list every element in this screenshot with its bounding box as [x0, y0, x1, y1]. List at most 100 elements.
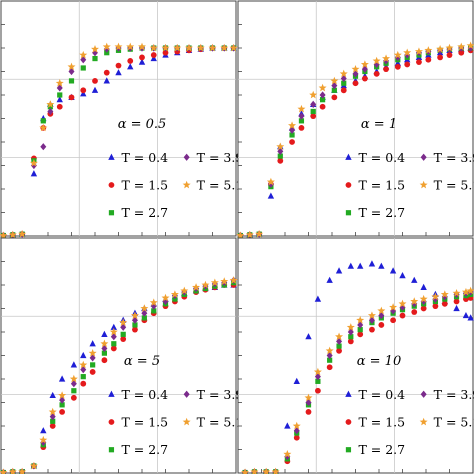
data-point-star: [318, 83, 327, 92]
data-point-star: [452, 289, 461, 297]
data-point-star: [356, 316, 365, 324]
data-point-star: [466, 286, 474, 295]
data-point-diamond: [47, 107, 54, 116]
data-point-star: [180, 286, 189, 295]
data-point-star: [119, 318, 128, 326]
data-point-triangle: [70, 361, 78, 368]
data-point-diamond: [319, 91, 326, 99]
data-point-diamond: [394, 53, 401, 61]
data-point-diamond: [432, 295, 439, 303]
data-point-star: [208, 43, 217, 52]
legend-marker-star: [419, 180, 428, 189]
data-point-star: [39, 123, 48, 132]
data-point-triangle: [399, 272, 406, 279]
data-point-diamond: [162, 297, 169, 306]
data-point-triangle: [284, 422, 291, 429]
data-point-circle: [305, 409, 312, 415]
data-point-star: [48, 407, 57, 416]
data-point-diamond: [305, 398, 312, 407]
data-point-star: [372, 56, 381, 65]
data-point-triangle: [394, 59, 401, 66]
data-point-diamond: [390, 307, 397, 315]
data-point-star: [69, 374, 78, 383]
data-point-star: [88, 348, 97, 357]
data-point-triangle: [389, 267, 397, 274]
data-point-star: [220, 43, 229, 52]
data-point-star: [46, 100, 55, 108]
data-point-circle: [68, 94, 75, 101]
data-point-square: [298, 118, 305, 124]
legend-label: T = 3.9: [434, 150, 474, 165]
data-point-triangle: [347, 262, 354, 269]
data-point-star: [313, 367, 322, 376]
data-point-diamond: [110, 333, 117, 341]
data-point-circle: [336, 347, 342, 354]
data-point-diamond: [361, 65, 368, 73]
data-point-star: [382, 54, 391, 62]
data-point-triangle: [368, 260, 376, 267]
data-point-diamond: [340, 74, 347, 83]
legend-label: T = 2.7: [121, 442, 168, 457]
data-point-star: [229, 43, 238, 52]
data-point-star: [79, 50, 88, 59]
data-point-star: [149, 43, 158, 52]
data-point-diamond: [80, 56, 87, 64]
data-point-diamond: [310, 100, 317, 108]
data-point-circle: [432, 303, 439, 310]
data-point-star: [126, 42, 135, 51]
data-point-triangle: [138, 58, 146, 65]
data-point-star: [377, 306, 386, 315]
data-point-star: [330, 76, 339, 85]
data-point-circle: [362, 75, 368, 82]
data-point-circle: [446, 52, 453, 58]
data-point-star: [192, 283, 201, 291]
data-point-circle: [293, 434, 300, 441]
data-point-square: [90, 362, 96, 368]
data-point-star: [79, 360, 88, 369]
data-point-circle: [425, 56, 432, 63]
data-point-star: [245, 230, 254, 239]
data-point-circle: [453, 298, 460, 305]
legend: T = 0.4 T = 3.9 T = 1.5 T = 5.1 T = 2.7: [108, 387, 243, 457]
data-point-star: [201, 280, 210, 289]
data-point-square: [289, 132, 295, 138]
data-point-circle: [411, 309, 418, 315]
legend-marker-diamond: [183, 390, 190, 398]
data-point-star: [339, 69, 348, 78]
data-point-diamond: [314, 373, 321, 381]
data-point-circle: [80, 87, 87, 94]
data-point-star: [0, 231, 8, 239]
data-point-star: [130, 311, 139, 319]
series-t-5-1: [236, 41, 474, 239]
data-point-circle: [390, 317, 396, 324]
data-point-square: [357, 327, 363, 333]
legend-label: T = 0.4: [358, 150, 405, 165]
data-point-star: [67, 62, 76, 71]
data-point-circle: [298, 125, 305, 131]
data-point-star: [431, 292, 440, 301]
legend-marker-triangle: [108, 390, 115, 397]
legend-label: T = 1.5: [358, 415, 405, 430]
data-point-square: [50, 418, 56, 424]
data-point-diamond: [56, 84, 63, 92]
data-point-triangle: [378, 262, 385, 269]
data-point-circle: [352, 80, 359, 87]
data-point-star: [18, 467, 27, 474]
legend-label: T = 2.7: [358, 205, 405, 220]
data-point-circle: [399, 312, 406, 319]
series-t-5-1: [241, 286, 474, 474]
data-point-star: [410, 297, 419, 305]
legend-marker-star: [182, 417, 191, 426]
data-point-circle: [369, 326, 375, 333]
data-point-diamond: [298, 112, 305, 120]
data-point-star: [8, 467, 17, 474]
data-point-star: [241, 468, 250, 474]
data-point-circle: [49, 423, 56, 429]
data-point-square: [111, 341, 117, 347]
legend-label: T = 0.4: [358, 387, 405, 402]
legend-label: T = 3.9: [197, 150, 244, 165]
data-point-star: [283, 450, 292, 458]
data-point-star: [360, 60, 369, 68]
data-point-star: [185, 43, 193, 52]
